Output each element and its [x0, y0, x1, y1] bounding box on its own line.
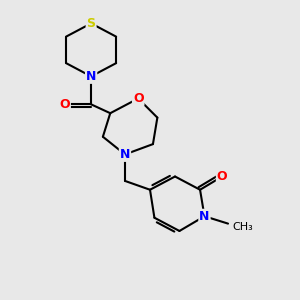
Text: S: S — [87, 17, 96, 30]
Text: N: N — [199, 210, 210, 223]
Text: O: O — [217, 170, 227, 183]
Text: O: O — [59, 98, 70, 111]
Text: CH₃: CH₃ — [232, 222, 253, 232]
Text: N: N — [86, 70, 96, 83]
Text: N: N — [120, 148, 130, 161]
Text: O: O — [133, 92, 143, 105]
